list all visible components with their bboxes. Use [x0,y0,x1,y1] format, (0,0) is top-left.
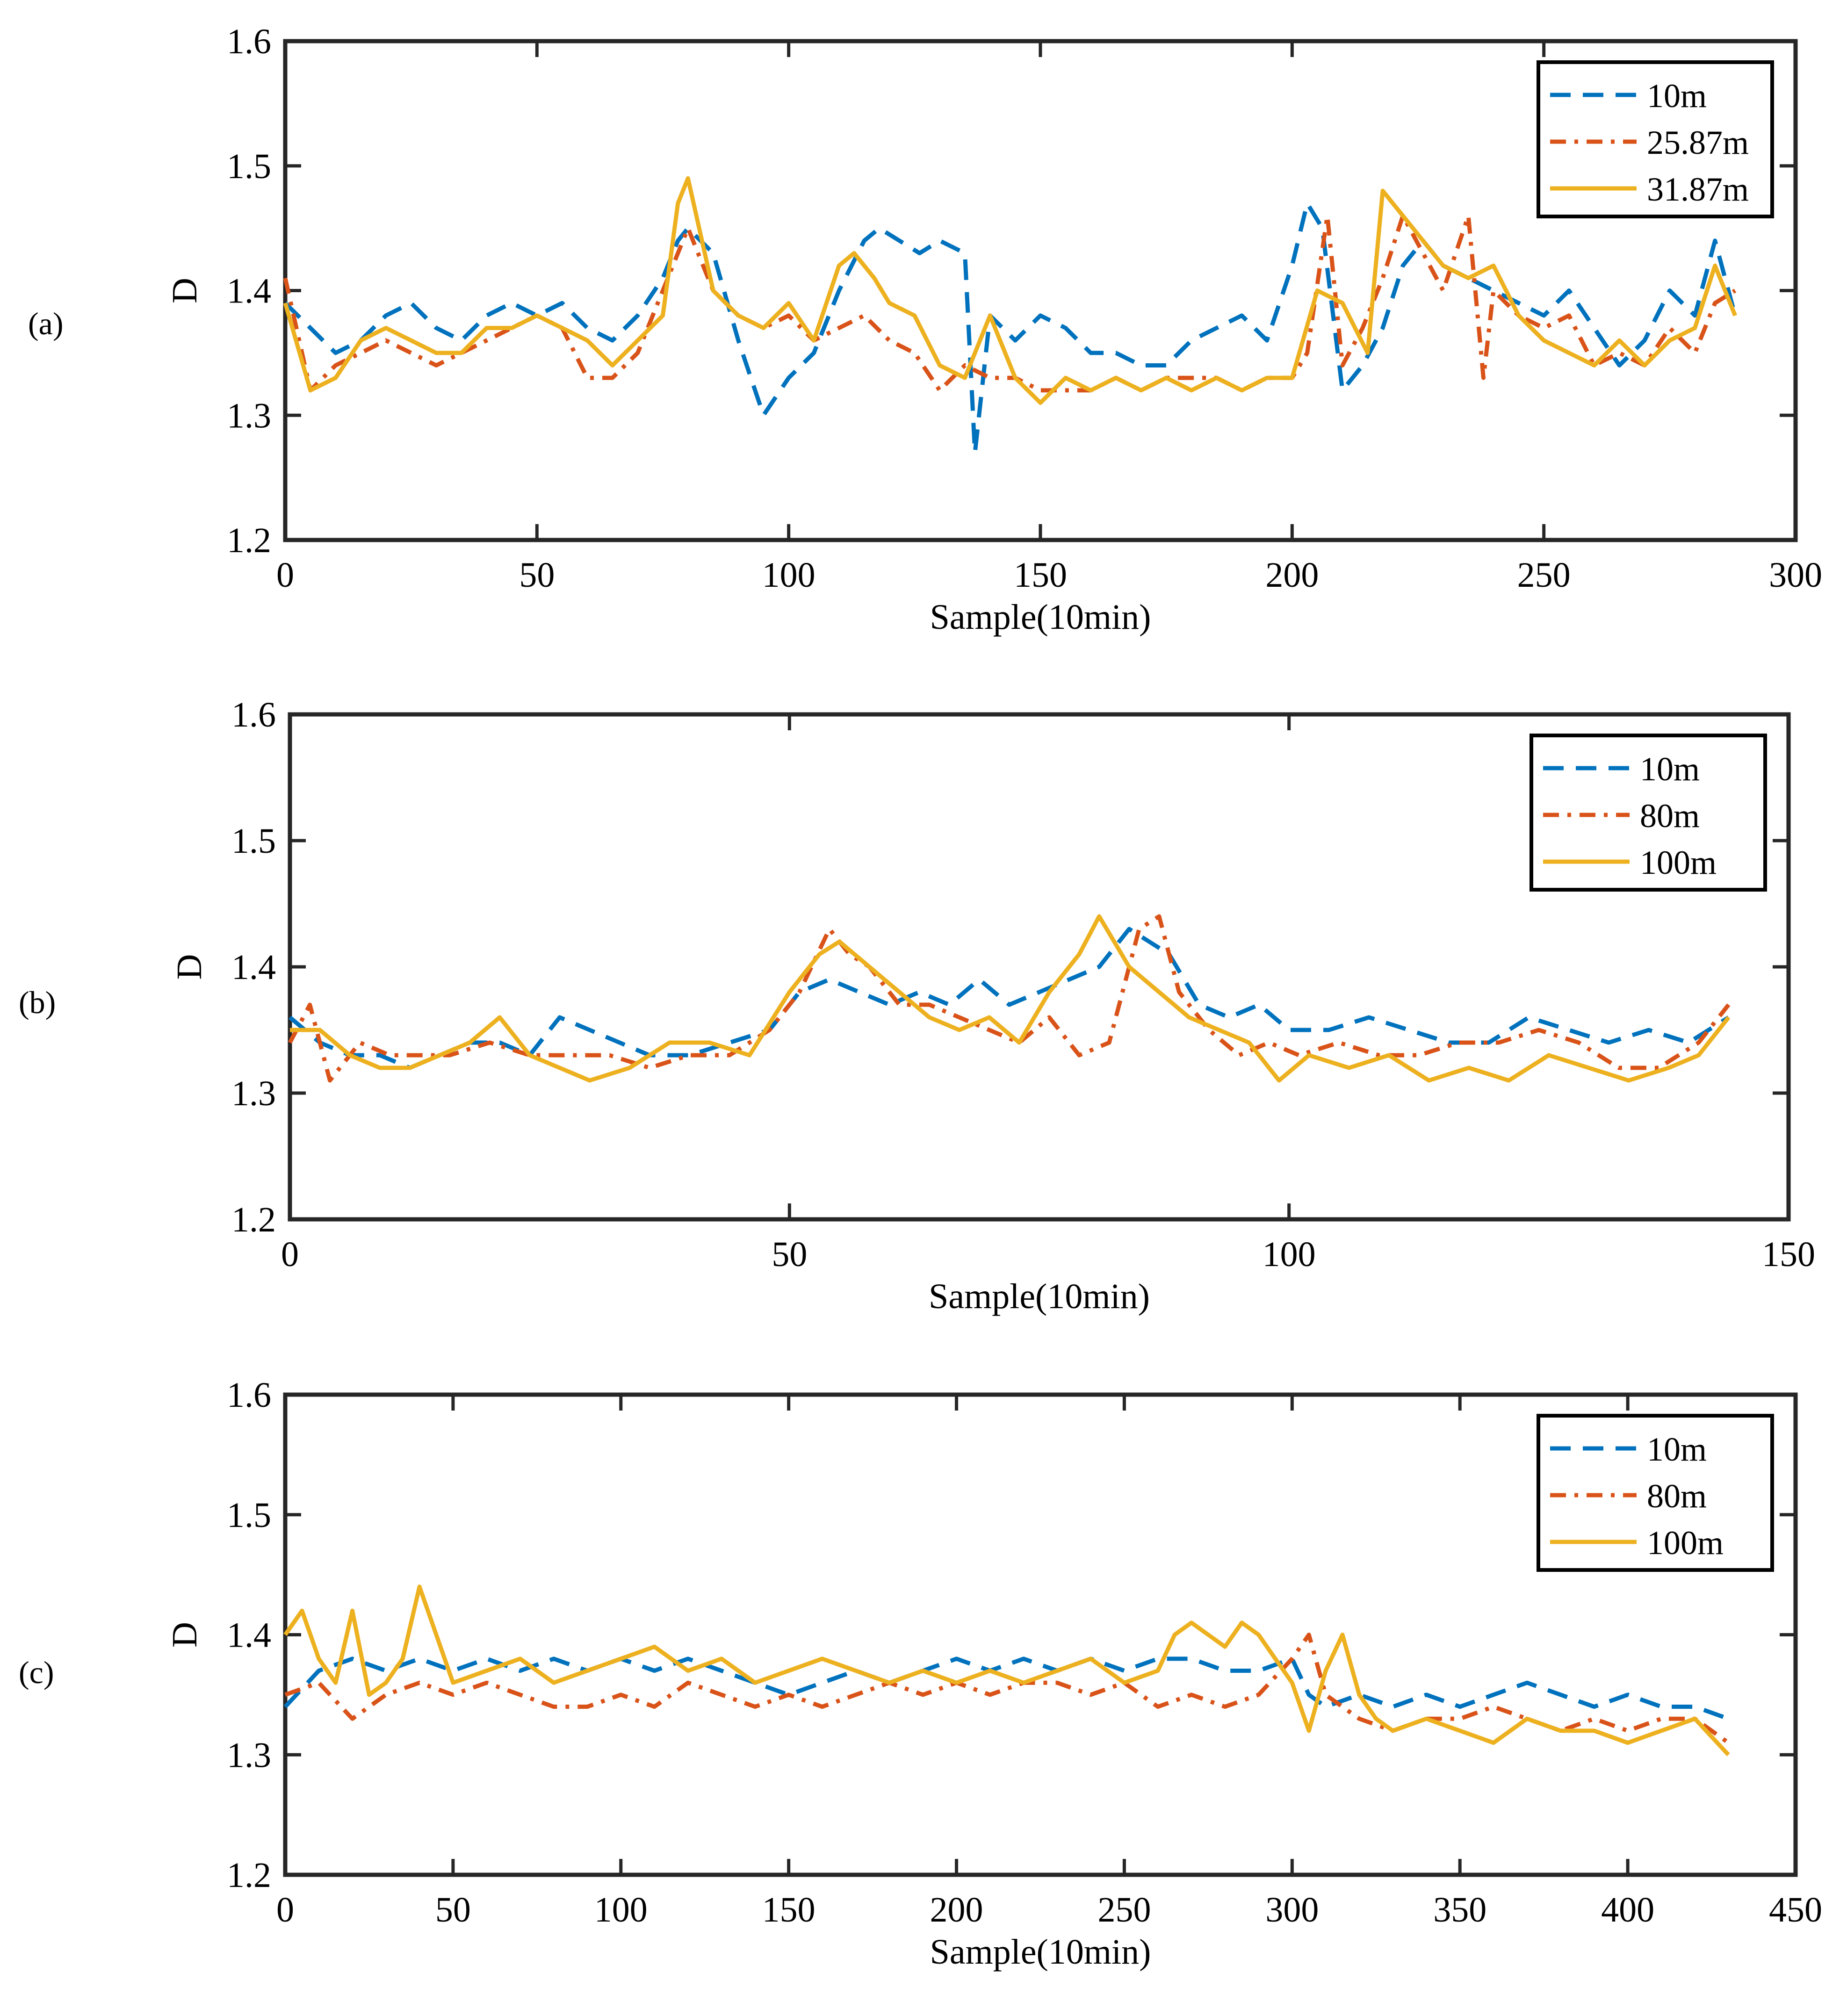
legend-label: 31.87m [1647,171,1749,208]
x-tick-label: 0 [276,1890,294,1930]
x-axis-title: Sample(10min) [930,598,1151,637]
y-tick-label: 1.4 [227,1616,271,1655]
panels: 1.2 1.3 1.4 1.5 1.6 0 50 100 150 200 250 300 Sample(… [19,22,1822,1972]
legend-label: 80m [1640,797,1700,835]
x-tick-label: 50 [519,555,555,595]
x-tick-label: 450 [1769,1890,1822,1930]
x-tick-label: 350 [1433,1890,1486,1930]
series-line-100m [290,914,1731,1083]
legend-box [1530,734,1767,892]
legend-label: 25.87m [1647,124,1749,161]
y-tick-label: 1.2 [231,1200,276,1239]
y-tick-label: 1.3 [227,396,271,435]
y-tick-label: 1.4 [231,948,276,987]
x-tick-label: 100 [762,555,815,595]
chart-panel-2: 1.2 1.3 1.4 1.5 1.6 0 50 100 150 Sample(10min) D (b… [19,695,1815,1316]
chart-panel-1: 1.2 1.3 1.4 1.5 1.6 0 50 100 150 200 250 300 Sample(… [28,22,1822,637]
series-line-100m [283,1584,1730,1757]
y-tick-label: 1.5 [227,147,271,186]
chart-panel-3: 1.2 1.3 1.4 1.5 1.6 0 50 100 150 200 250 300 350 400 4… [19,1375,1822,1972]
series-line-10m [283,201,1738,455]
x-tick-label: 50 [435,1890,471,1930]
x-tick-label: 100 [594,1890,648,1930]
x-axis-title: Sample(10min) [930,1932,1151,1972]
x-tick-label: 150 [1762,1235,1815,1274]
y-axis-title: D [170,954,209,980]
x-tick-label: 0 [276,555,294,595]
series-line-31.87m [283,176,1737,405]
x-tick-label: 50 [772,1235,807,1274]
y-tick-label: 1.3 [231,1074,276,1113]
y-axis-title: D [165,278,204,303]
series-line-10m [289,927,1730,1070]
y-tick-label: 1.2 [227,521,271,560]
x-tick-label: 250 [1517,555,1571,595]
legend-label: 100m [1647,1524,1724,1562]
x-tick-label: 150 [1014,555,1067,595]
y-tick-label: 1.6 [227,1375,271,1415]
x-tick-label: 250 [1097,1890,1151,1930]
legend-box [1537,60,1774,218]
x-tick-label: 300 [1769,555,1822,595]
y-tick-label: 1.3 [227,1735,271,1775]
y-tick-label: 1.4 [227,272,271,311]
legend-box [1537,1414,1774,1572]
x-tick-label: 200 [1265,555,1319,595]
y-tick-label: 1.2 [227,1856,271,1895]
x-tick-label: 0 [281,1235,299,1274]
legend-label: 80m [1647,1477,1707,1515]
legend-label: 100m [1640,844,1717,881]
panel-label: (c) [19,1655,54,1690]
x-tick-label: 300 [1265,1890,1319,1930]
y-tick-label: 1.6 [227,22,271,61]
x-tick-label: 400 [1601,1890,1654,1930]
legend-label: 10m [1647,77,1707,115]
x-tick-label: 200 [930,1890,983,1930]
y-tick-label: 1.5 [227,1496,271,1535]
x-tick-label: 100 [1263,1235,1316,1274]
legend-label: 10m [1647,1431,1707,1468]
y-axis-title: D [165,1622,204,1648]
panel-label: (a) [28,306,63,341]
y-tick-label: 1.6 [231,695,276,734]
x-tick-label: 150 [762,1890,815,1930]
series-line-80m [288,914,1731,1083]
legend-label: 10m [1640,750,1700,788]
x-axis-title: Sample(10min) [929,1277,1150,1316]
y-tick-label: 1.5 [231,821,276,861]
series-line-25.87m [283,214,1737,393]
panel-label: (b) [19,985,56,1020]
